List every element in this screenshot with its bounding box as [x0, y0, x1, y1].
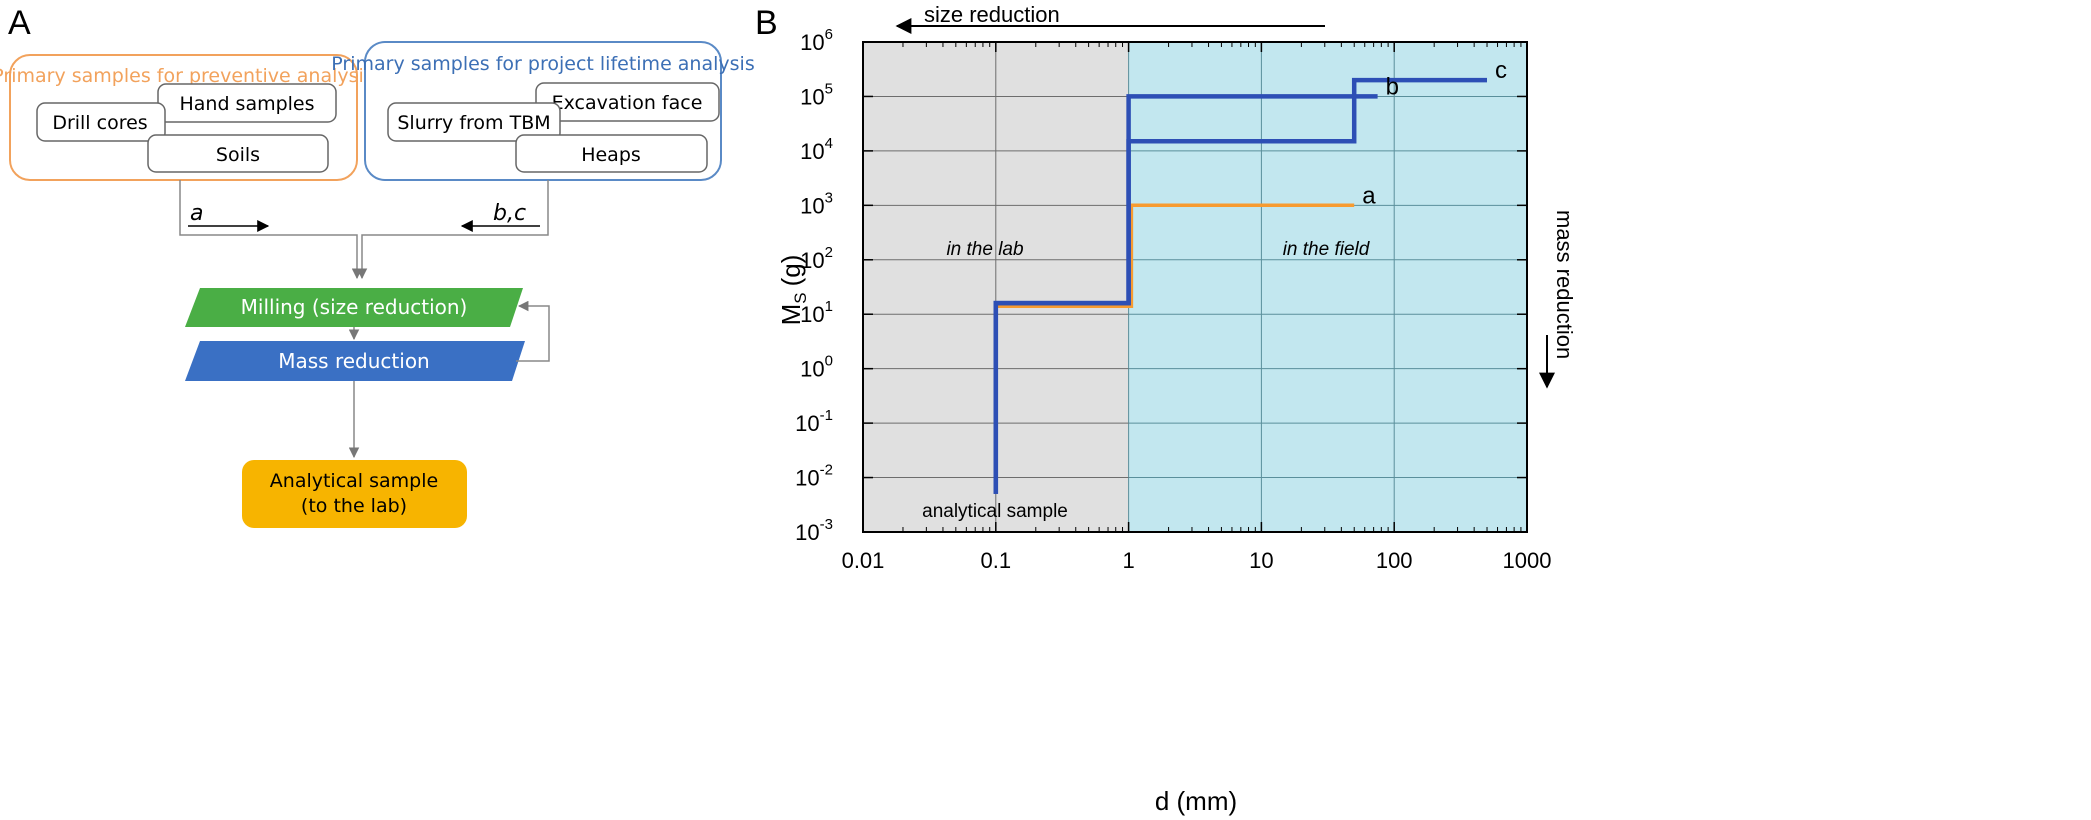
in-the-field-label: in the field — [1283, 239, 1371, 260]
svg-text:MS(g): MS (g) — [776, 255, 810, 326]
panel-b: B size reduction mass reduction in the l… — [755, 2, 1577, 816]
excavation-face-box — [535, 82, 720, 122]
panel-a-label: A — [8, 4, 31, 42]
y-tick-labels: 10-3 10-2 10-1 100 101 102 103 104 105 106 — [795, 26, 833, 545]
drill-cores-label: Drill cores — [52, 112, 147, 134]
mass-reduction-box — [185, 341, 525, 381]
y-tick-label: 103 — [800, 189, 833, 218]
x-tick-label: 1000 — [1503, 548, 1552, 573]
in-the-lab-label: in the lab — [946, 239, 1023, 260]
analytical-sample-annotation: analytical sample — [922, 501, 1068, 522]
y-tick-label: 106 — [800, 26, 833, 55]
mass-reduction-label: Mass reduction — [278, 349, 429, 373]
y-axis-label-unit: (g) — [776, 255, 806, 287]
x-tick-labels: 0.01 0.1 1 10 100 1000 — [842, 548, 1552, 573]
x-tick-label: 0.01 — [842, 548, 885, 573]
analytical-sample-box — [242, 460, 467, 528]
series-b-line — [993, 94, 1378, 494]
mass-reduction-axis-label: mass reduction — [1552, 210, 1577, 359]
y-axis-label-main: M — [776, 304, 806, 326]
plot-frame — [862, 41, 1528, 533]
y-tick-label: 10-3 — [795, 516, 833, 545]
lifetime-group-title: Primary samples for project lifetime ana… — [331, 53, 754, 75]
y-axis-label-sub: S — [791, 292, 810, 303]
series-lines: a c b — [993, 57, 1507, 494]
y-tick-label: 10-1 — [795, 407, 833, 436]
series-b-label: b — [1386, 73, 1399, 100]
connector-preventive — [179, 180, 363, 280]
series-a-label: a — [1362, 182, 1376, 209]
x-axis-label: d (mm) — [1155, 786, 1237, 816]
x-tick-label: 1 — [1122, 548, 1134, 573]
arrow-a-label: a — [190, 201, 203, 226]
x-tick-label: 10 — [1249, 548, 1273, 573]
arrow-bc-label: b,c — [493, 201, 526, 226]
analytical-sample-line1: Analytical sample — [270, 470, 438, 492]
x-tick-label: 100 — [1376, 548, 1413, 573]
preventive-group-title: Primary samples for preventive analysis — [0, 65, 374, 87]
series-c-label: c — [1495, 57, 1507, 84]
x-tick-label: 0.1 — [981, 548, 1012, 573]
connector-lifetime — [356, 180, 549, 280]
milling-box — [185, 288, 523, 327]
analytical-sample-line2: (to the lab) — [301, 495, 407, 517]
soils-label: Soils — [216, 144, 260, 166]
y-tick-label: 101 — [800, 298, 833, 327]
field-region — [1128, 42, 1527, 532]
y-tick-label: 105 — [800, 80, 833, 109]
heaps-box — [515, 134, 708, 173]
hand-samples-label: Hand samples — [179, 93, 314, 115]
excavation-face-label: Excavation face — [552, 92, 703, 114]
milling-label: Milling (size reduction) — [241, 295, 468, 319]
y-tick-label: 104 — [800, 135, 833, 164]
heaps-label: Heaps — [581, 144, 641, 166]
size-reduction-label: size reduction — [924, 2, 1060, 27]
panel-a: A Primary samples for preventive analysi… — [0, 4, 755, 528]
drill-cores-box — [36, 102, 166, 142]
slurry-tbm-label: Slurry from TBM — [397, 112, 550, 134]
panel-b-label: B — [755, 4, 778, 42]
y-tick-label: 102 — [800, 244, 833, 273]
slurry-tbm-box — [387, 102, 561, 142]
y-tick-label: 100 — [800, 353, 833, 382]
soils-box — [147, 134, 329, 173]
y-axis-label: MS (g) — [776, 255, 810, 326]
feedback-loop — [516, 300, 550, 362]
y-tick-label: 10-2 — [795, 462, 833, 491]
